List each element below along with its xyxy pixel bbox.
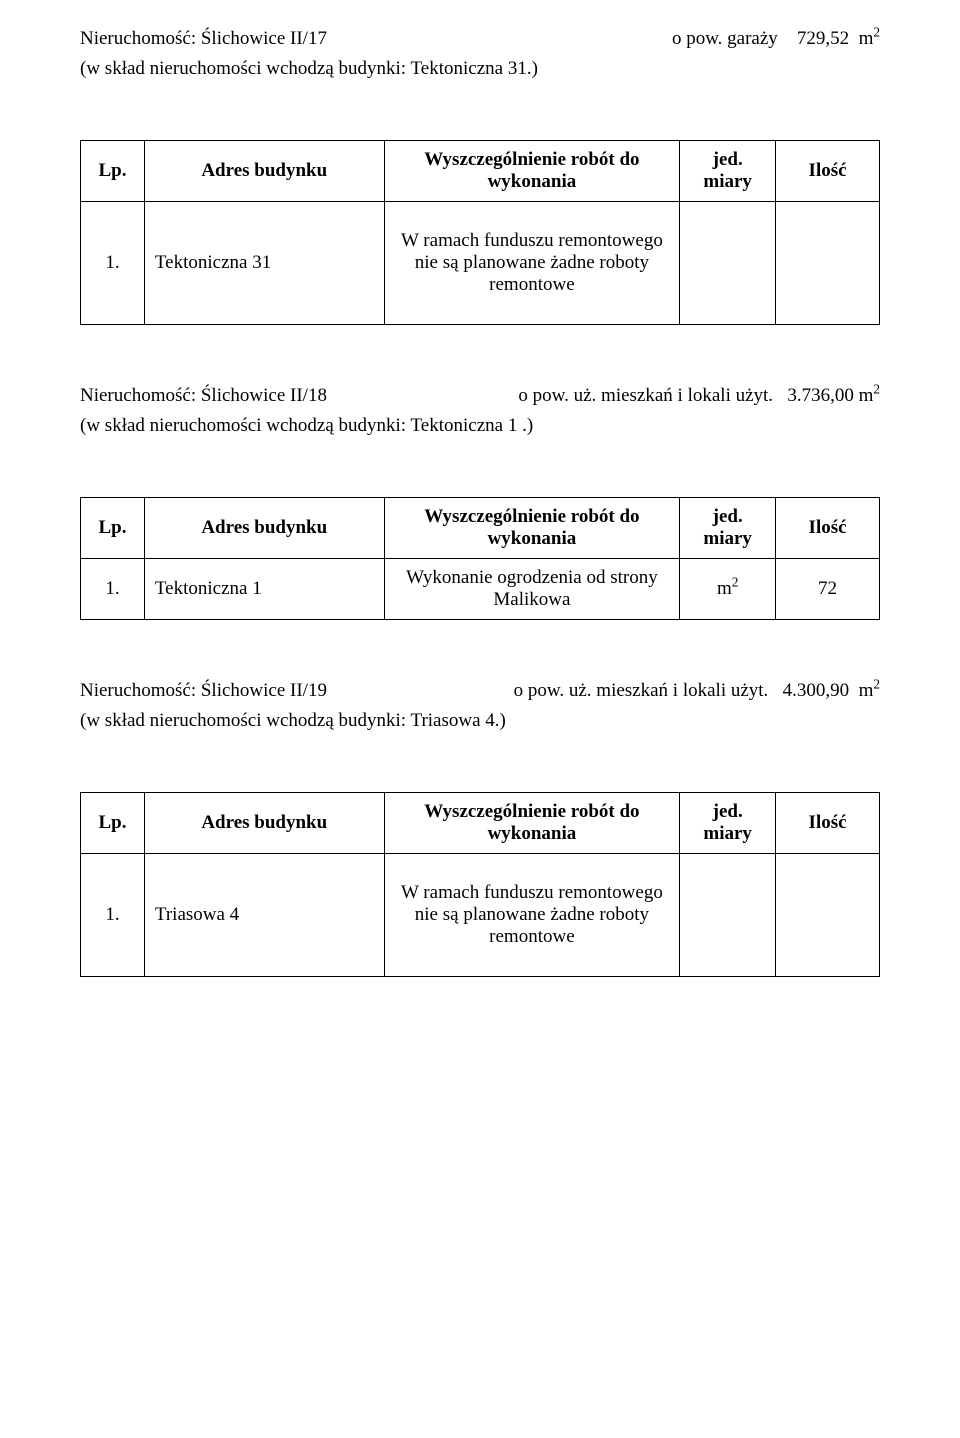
area-unit: m bbox=[859, 28, 874, 49]
table-header-row: Lp. Adres budynku Wyszczególnienie robót… bbox=[81, 141, 880, 202]
td-addr: Triasowa 4 bbox=[144, 854, 384, 977]
composition-value: Triasowa 4.) bbox=[411, 710, 506, 731]
th-desc: Wyszczególnienie robót do wykonania bbox=[384, 498, 680, 559]
area-prefix: o pow. garaży bbox=[672, 28, 778, 49]
th-addr: Adres budynku bbox=[144, 141, 384, 202]
composition-prefix: (w skład nieruchomości wchodzą budynki: bbox=[80, 415, 411, 436]
area-unit: m bbox=[859, 385, 874, 406]
property-label-prefix: Nieruchomość bbox=[80, 680, 191, 701]
td-lp: 1. bbox=[81, 559, 145, 620]
property-label-prefix: Nieruchomość bbox=[80, 28, 191, 49]
composition-value: Tektoniczna 1 .) bbox=[411, 415, 534, 436]
property-header-2: Nieruchomość: Ślichowice II/19 o pow. uż… bbox=[80, 680, 880, 702]
area-prefix: o pow. uż. mieszkań i lokali użyt. bbox=[514, 680, 769, 701]
property-name: Ślichowice II/17 bbox=[201, 28, 327, 49]
th-desc: Wyszczególnienie robót do wykonania bbox=[384, 141, 680, 202]
td-unit: m2 bbox=[680, 559, 776, 620]
td-unit bbox=[680, 854, 776, 977]
th-qty: Ilość bbox=[776, 793, 880, 854]
table-row: 1. Tektoniczna 31 W ramach funduszu remo… bbox=[81, 202, 880, 325]
th-addr: Adres budynku bbox=[144, 793, 384, 854]
td-qty: 72 bbox=[776, 559, 880, 620]
td-qty bbox=[776, 202, 880, 325]
composition-prefix: (w skład nieruchomości wchodzą budynki: bbox=[80, 710, 411, 731]
table-row: 1. Tektoniczna 1 Wykonanie ogrodzenia od… bbox=[81, 559, 880, 620]
td-qty bbox=[776, 854, 880, 977]
unit-base: m bbox=[717, 578, 732, 599]
area-unit: m bbox=[859, 680, 874, 701]
td-desc: W ramach funduszu remontowego nie są pla… bbox=[384, 854, 680, 977]
area-unit-sup: 2 bbox=[873, 382, 880, 397]
td-addr: Tektoniczna 31 bbox=[144, 202, 384, 325]
td-addr: Tektoniczna 1 bbox=[144, 559, 384, 620]
works-table-2: Lp. Adres budynku Wyszczególnienie robót… bbox=[80, 792, 880, 977]
area-unit-sup: 2 bbox=[873, 25, 880, 40]
works-table-1: Lp. Adres budynku Wyszczególnienie robót… bbox=[80, 497, 880, 620]
composition-2: (w skład nieruchomości wchodzą budynki: … bbox=[80, 710, 880, 732]
th-unit: jed. miary bbox=[680, 498, 776, 559]
area-value: 4.300,90 bbox=[783, 680, 850, 701]
th-lp: Lp. bbox=[81, 793, 145, 854]
property-label-prefix: Nieruchomość bbox=[80, 385, 191, 406]
td-lp: 1. bbox=[81, 854, 145, 977]
td-unit bbox=[680, 202, 776, 325]
th-unit: jed. miary bbox=[680, 793, 776, 854]
property-header-0: Nieruchomość: Ślichowice II/17 o pow. ga… bbox=[80, 28, 880, 50]
composition-value: Tektoniczna 31.) bbox=[411, 58, 538, 79]
property-name: Ślichowice II/19 bbox=[201, 680, 327, 701]
td-desc: W ramach funduszu remontowego nie są pla… bbox=[384, 202, 680, 325]
unit-sup: 2 bbox=[732, 575, 739, 590]
property-name: Ślichowice II/18 bbox=[201, 385, 327, 406]
th-lp: Lp. bbox=[81, 141, 145, 202]
table-header-row: Lp. Adres budynku Wyszczególnienie robót… bbox=[81, 498, 880, 559]
th-qty: Ilość bbox=[776, 141, 880, 202]
area-value: 729,52 bbox=[797, 28, 849, 49]
th-addr: Adres budynku bbox=[144, 498, 384, 559]
composition-prefix: (w skład nieruchomości wchodzą budynki: bbox=[80, 58, 411, 79]
td-lp: 1. bbox=[81, 202, 145, 325]
th-desc: Wyszczególnienie robót do wykonania bbox=[384, 793, 680, 854]
area-unit-sup: 2 bbox=[873, 677, 880, 692]
composition-1: (w skład nieruchomości wchodzą budynki: … bbox=[80, 415, 880, 437]
table-header-row: Lp. Adres budynku Wyszczególnienie robót… bbox=[81, 793, 880, 854]
table-row: 1. Triasowa 4 W ramach funduszu remontow… bbox=[81, 854, 880, 977]
property-header-1: Nieruchomość: Ślichowice II/18 o pow. uż… bbox=[80, 385, 880, 407]
area-value: 3.736,00 bbox=[787, 385, 854, 406]
composition-0: (w skład nieruchomości wchodzą budynki: … bbox=[80, 58, 880, 80]
td-desc: Wykonanie ogrodzenia od strony Malikowa bbox=[384, 559, 680, 620]
area-prefix: o pow. uż. mieszkań i lokali użyt. bbox=[518, 385, 773, 406]
works-table-0: Lp. Adres budynku Wyszczególnienie robót… bbox=[80, 140, 880, 325]
th-lp: Lp. bbox=[81, 498, 145, 559]
th-unit: jed. miary bbox=[680, 141, 776, 202]
th-qty: Ilość bbox=[776, 498, 880, 559]
